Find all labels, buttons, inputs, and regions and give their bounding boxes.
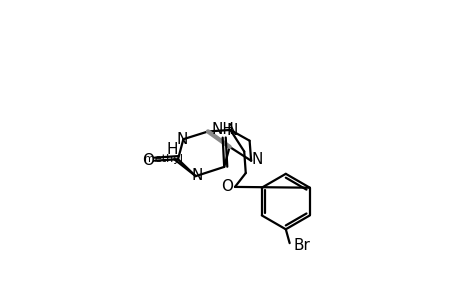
Text: N: N bbox=[251, 152, 263, 167]
Text: methyl: methyl bbox=[144, 154, 183, 164]
Text: N: N bbox=[177, 132, 188, 147]
Text: Br: Br bbox=[293, 238, 310, 253]
Text: NH: NH bbox=[211, 122, 234, 137]
Text: H: H bbox=[167, 142, 178, 158]
Text: N: N bbox=[226, 123, 237, 138]
Text: O: O bbox=[221, 179, 233, 194]
Text: N: N bbox=[191, 168, 202, 183]
Text: O: O bbox=[142, 153, 154, 168]
